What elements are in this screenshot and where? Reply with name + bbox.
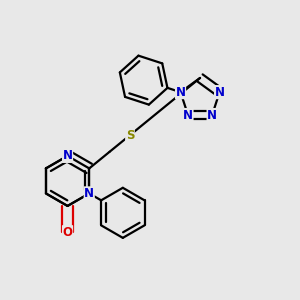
Text: N: N <box>183 109 193 122</box>
Text: N: N <box>84 187 94 200</box>
Text: O: O <box>63 226 73 239</box>
Text: N: N <box>214 85 225 99</box>
Text: N: N <box>176 85 185 99</box>
Text: N: N <box>207 109 217 122</box>
Text: N: N <box>63 149 73 162</box>
Text: S: S <box>126 129 134 142</box>
